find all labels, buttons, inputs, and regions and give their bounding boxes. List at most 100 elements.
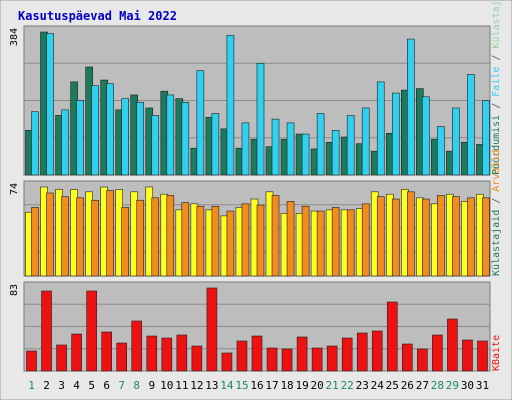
day-label: 29 <box>446 379 459 392</box>
day-label: 21 <box>326 379 339 392</box>
day-label: 8 <box>133 379 140 392</box>
bar-kbytes <box>371 330 383 372</box>
side-label-part: KBaite <box>491 335 502 371</box>
bar-visits <box>61 196 69 277</box>
day-label: 31 <box>476 379 489 392</box>
day-label: 27 <box>416 379 429 392</box>
bar-kbytes <box>71 333 82 372</box>
bar-visits <box>376 196 385 277</box>
bar-visits <box>211 205 220 277</box>
bar-kbytes <box>417 348 428 372</box>
bar-kbytes <box>221 352 233 372</box>
bar-files <box>181 102 190 176</box>
bar-visits <box>106 190 114 277</box>
bar-kbytes <box>161 337 173 372</box>
day-label: 26 <box>401 379 414 392</box>
bar-visits <box>31 207 39 277</box>
bar-visits <box>467 197 475 277</box>
bar-visits <box>331 207 340 277</box>
bar-visits <box>361 203 370 277</box>
bar-files <box>91 85 99 176</box>
day-label: 9 <box>148 379 155 392</box>
side-label: KBaite <box>491 335 502 371</box>
bar-visits <box>391 198 400 277</box>
day-label: 15 <box>235 379 248 392</box>
bar-visits <box>121 207 129 277</box>
day-label: 13 <box>205 379 218 392</box>
bar-visits <box>316 210 325 277</box>
day-label: 16 <box>250 379 263 392</box>
day-label: 20 <box>311 379 324 392</box>
day-label: 17 <box>265 379 278 392</box>
day-label: 6 <box>103 379 110 392</box>
side-label: Külastajaid / Arvutid <box>491 150 502 276</box>
side-label-part: / <box>491 192 502 210</box>
bar-visits <box>226 210 235 277</box>
bar-visits <box>151 197 160 277</box>
day-label: 14 <box>220 379 234 392</box>
bar-kbytes <box>386 301 398 372</box>
bar-kbytes <box>146 335 158 372</box>
bar-files <box>452 107 460 176</box>
side-label: Pöördumisi / Faile / Külastajaid <box>491 0 502 175</box>
bar-files <box>166 94 175 176</box>
day-label: 22 <box>341 379 354 392</box>
day-label: 24 <box>371 379 385 392</box>
day-label: 10 <box>160 379 173 392</box>
bar-kbytes <box>402 343 413 372</box>
day-label: 12 <box>190 379 203 392</box>
bar-files <box>271 118 280 176</box>
y-max-label: 83 <box>9 284 20 296</box>
chart-panels: 384 Pöördumisi / Faile / Külastajaid 74 Kül… <box>9 0 502 372</box>
panel-middle: 74 Külastajaid / Arvutid <box>9 150 502 277</box>
bar-files <box>482 100 490 176</box>
bar-visits <box>301 205 310 277</box>
bar-files <box>106 83 114 176</box>
chart-title: Kasutuspäevad Mai 2022 <box>18 9 177 23</box>
bar-visits <box>181 202 190 277</box>
bar-kbytes <box>236 340 248 372</box>
bar-files <box>46 33 54 176</box>
bar-kbytes <box>131 320 143 372</box>
bar-visits <box>166 195 175 277</box>
day-label: 5 <box>88 379 95 392</box>
bar-files <box>256 62 265 176</box>
panel-bottom: 83 KBaite <box>9 281 502 372</box>
day-label: 25 <box>386 379 399 392</box>
bar-visits <box>452 196 460 277</box>
bar-files <box>301 133 310 176</box>
side-label-part: Arvutid <box>491 150 502 192</box>
side-label-part: Külastajaid <box>491 0 502 49</box>
bar-visits <box>407 191 415 277</box>
bar-kbytes <box>356 332 368 372</box>
side-label-part: / <box>491 97 502 115</box>
day-label: 30 <box>461 379 474 392</box>
bar-files <box>407 38 415 176</box>
bar-files <box>437 126 445 176</box>
bar-kbytes <box>101 331 112 372</box>
bar-kbytes <box>296 336 308 372</box>
bar-kbytes <box>86 290 97 372</box>
bar-visits <box>482 197 490 277</box>
bar-files <box>211 113 220 176</box>
bar-files <box>316 113 325 176</box>
bar-kbytes <box>191 345 203 372</box>
bar-files <box>226 35 235 176</box>
bar-visits <box>286 201 295 277</box>
bar-visits <box>241 203 250 277</box>
bar-files <box>76 100 84 176</box>
bar-visits <box>76 197 84 277</box>
bar-kbytes <box>26 350 37 372</box>
y-max-label: 384 <box>9 28 20 46</box>
bar-kbytes <box>266 347 278 372</box>
y-max-label: 74 <box>9 183 20 195</box>
day-label: 7 <box>118 379 125 392</box>
day-label: 11 <box>175 379 188 392</box>
bar-files <box>467 74 475 176</box>
bar-kbytes <box>447 318 458 372</box>
bar-kbytes <box>251 335 263 372</box>
day-label: 1 <box>28 379 35 392</box>
bar-files <box>151 115 160 176</box>
